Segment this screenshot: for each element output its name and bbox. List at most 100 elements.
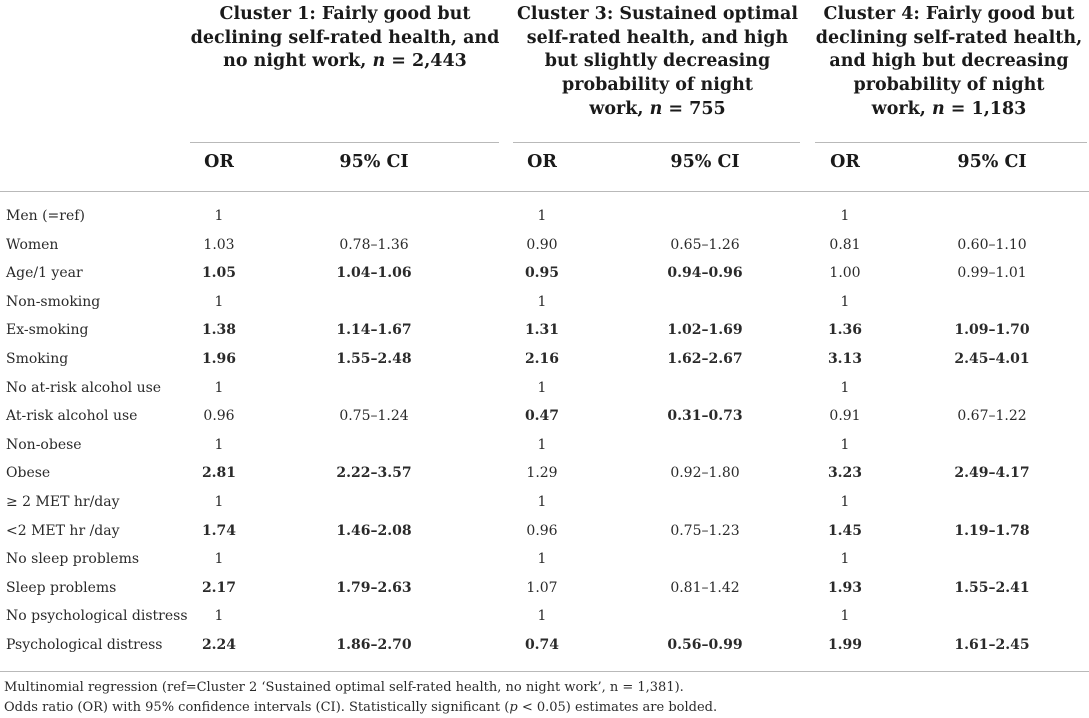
odds-ratio-c4: 1.93	[827, 579, 863, 596]
cluster-1-header: Cluster 1: Fairly good but declining sel…	[190, 3, 500, 74]
table-row: ≥ 2 MET hr/day 1 1 1	[0, 488, 1089, 516]
odds-ratio-c4: 1.36	[827, 322, 863, 339]
confidence-interval-c1: 0.75–1.24	[339, 408, 409, 425]
odds-ratio-c1: 1.05	[201, 265, 237, 282]
footnote-significance: Odds ratio (OR) with 95% confidence inte…	[4, 700, 718, 715]
odds-ratio-c3: 0.47	[524, 408, 560, 425]
odds-ratio-c1: 1	[214, 208, 224, 224]
confidence-interval-c1: 0.78–1.36	[339, 236, 409, 253]
confidence-interval-c4: 1.61–2.45	[954, 637, 1030, 653]
cluster-1-rule	[190, 142, 499, 143]
odds-ratio-c4: 0.81	[829, 236, 861, 253]
table-row: No psychological distress 1 1 1	[0, 602, 1089, 630]
table-row: <2 MET hr /day 1.74 1.46–2.08 0.96 0.75–1.23…	[0, 517, 1089, 545]
table-row: No sleep problems 1 1 1	[0, 545, 1089, 573]
confidence-interval-c1: 1.14–1.67	[336, 322, 412, 339]
odds-ratio-c3: 0.95	[524, 265, 560, 282]
confidence-interval-c3: 0.75–1.23	[670, 522, 740, 539]
confidence-interval-c3: 0.94–0.96	[667, 265, 743, 282]
table-row: Sleep problems 2.17 1.79–2.63 1.07 0.81–1.42…	[0, 574, 1089, 602]
odds-ratio-c1: 1.74	[201, 522, 237, 539]
odds-ratio-c1: 1	[214, 436, 224, 453]
row-label: Ex-smoking	[6, 322, 89, 339]
cluster-3-header-line: probability of night	[562, 75, 753, 96]
confidence-interval-c3: 0.81–1.42	[670, 579, 740, 596]
table-row: Smoking 1.96 1.55–2.48 2.16 1.62–2.67 3.13 2.4…	[0, 345, 1089, 373]
table-row: Women 1.03 0.78–1.36 0.90 0.65–1.26 0.81 0.60–…	[0, 231, 1089, 259]
confidence-interval-c1: 1.46–2.08	[336, 522, 412, 539]
cluster-3-header-line: but slightly decreasing	[544, 51, 771, 72]
table-row: Obese 2.81 2.22–3.57 1.29 0.92–1.80 3.23 2.49–…	[0, 459, 1089, 487]
confidence-interval-c3: 0.31–0.73	[667, 408, 743, 425]
table-row: Ex-smoking 1.38 1.14–1.67 1.31 1.02–1.69 1.36…	[0, 316, 1089, 344]
cluster-3-header: Cluster 3: Sustained optimal self-rated …	[510, 3, 805, 122]
confidence-interval-c1: 1.79–2.63	[336, 579, 412, 596]
row-label: Non-obese	[6, 436, 82, 453]
row-label: Obese	[6, 465, 51, 482]
odds-ratio-c1: 1.03	[203, 236, 235, 253]
table-row: Non-smoking 1 1 1	[0, 288, 1089, 316]
odds-ratio-c4: 1	[840, 293, 850, 310]
subheader-or-c1: OR	[204, 152, 234, 172]
subheader-ci-c1: 95% CI	[339, 152, 409, 172]
odds-ratio-c3: 1.07	[526, 579, 558, 596]
confidence-interval-c3: 1.02–1.69	[667, 322, 743, 339]
row-label: Women	[6, 236, 59, 253]
odds-ratio-c3: 1	[537, 608, 547, 625]
odds-ratio-c3: 1	[537, 436, 547, 453]
odds-ratio-c1: 1.38	[201, 322, 237, 339]
odds-ratio-c3: 1.31	[524, 322, 560, 339]
odds-ratio-c1: 1	[214, 379, 224, 396]
odds-ratio-c3: 1.29	[526, 465, 558, 482]
odds-ratio-c3: 0.74	[524, 637, 560, 653]
odds-ratio-c4: 1	[840, 208, 850, 224]
odds-ratio-c4: 3.13	[827, 351, 863, 367]
subheader-or-c3: OR	[527, 152, 557, 172]
table-bottom-rule	[0, 671, 1089, 672]
subheader-ci-c3: 95% CI	[670, 152, 740, 172]
confidence-interval-c1: 1.86–2.70	[336, 637, 412, 653]
confidence-interval-c3: 0.92–1.80	[670, 465, 740, 482]
cluster-4-header: Cluster 4: Fairly good but declining sel…	[810, 3, 1088, 122]
cluster-4-header-line: probability of night	[853, 75, 1045, 96]
odds-ratio-c4: 1	[840, 494, 850, 510]
cluster-4-header-line: and high but decreasing	[829, 51, 1069, 72]
odds-ratio-c1: 0.96	[203, 408, 235, 425]
confidence-interval-c1: 1.55–2.48	[336, 351, 412, 367]
odds-ratio-c4: 1	[840, 436, 850, 453]
odds-ratio-c3: 0.90	[526, 236, 558, 253]
odds-ratio-c4: 0.91	[829, 408, 861, 425]
confidence-interval-c4: 1.09–1.70	[954, 322, 1030, 339]
confidence-interval-c4: 2.49–4.17	[954, 465, 1030, 482]
row-label: No at-risk alcohol use	[6, 379, 162, 396]
odds-ratio-c4: 3.23	[827, 465, 863, 482]
odds-ratio-c3: 1	[537, 494, 547, 510]
cluster-1-header-line: Cluster 1: Fairly good but	[219, 4, 471, 24]
table-row: Age/1 year 1.05 1.04–1.06 0.95 0.94–0.96 1.00…	[0, 259, 1089, 287]
row-label: Smoking	[6, 351, 69, 367]
cluster-3-header-line: self-rated health, and high	[526, 27, 789, 48]
table-row: No at-risk alcohol use 1 1 1	[0, 374, 1089, 402]
odds-ratio-c1: 1.96	[201, 351, 237, 367]
confidence-interval-c4: 2.45–4.01	[954, 351, 1030, 367]
table-row: Non-obese 1 1 1	[0, 431, 1089, 459]
odds-ratio-c3: 1	[537, 551, 547, 568]
cluster-1-header-line: declining self-rated health, and	[190, 27, 500, 48]
row-label: At-risk alcohol use	[6, 408, 138, 425]
cluster-1-header-line: no night work, n = 2,443	[223, 51, 467, 72]
odds-ratio-c3: 1	[537, 379, 547, 396]
subheader-ci-c4: 95% CI	[957, 152, 1027, 172]
cluster-3-header-line: work, n = 755	[589, 98, 726, 119]
row-label: No psychological distress	[6, 608, 188, 625]
confidence-interval-c4: 1.19–1.78	[954, 522, 1030, 539]
odds-ratio-c4: 1.00	[829, 265, 861, 282]
confidence-interval-c3: 0.65–1.26	[670, 236, 740, 253]
subheader-or-c4: OR	[830, 152, 860, 172]
row-label: Sleep problems	[6, 579, 117, 596]
odds-ratio-c3: 1	[537, 208, 547, 224]
confidence-interval-c3: 0.56–0.99	[667, 637, 743, 653]
cluster-3-rule	[513, 142, 800, 143]
odds-ratio-c1: 1	[214, 494, 224, 510]
odds-ratio-c1: 2.81	[201, 465, 237, 482]
odds-ratio-c1: 2.24	[201, 637, 237, 653]
